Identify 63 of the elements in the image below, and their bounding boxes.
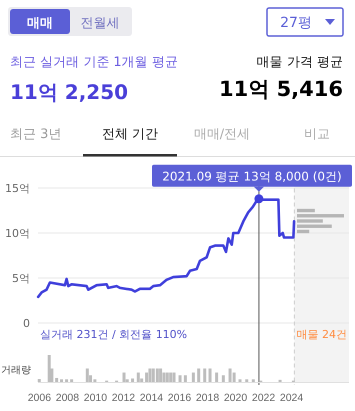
bar [203, 368, 206, 382]
bar [192, 372, 195, 382]
bar [48, 355, 51, 382]
bar [86, 368, 89, 382]
bar [245, 379, 248, 382]
text: 전체 기간 [102, 127, 158, 142]
bar [159, 368, 162, 382]
y-tick-label: 15억 [5, 182, 30, 195]
bar [232, 372, 236, 382]
bar [169, 372, 172, 382]
y-tick-label: 5억 [12, 272, 30, 285]
bar [197, 368, 200, 382]
bar [172, 372, 176, 382]
bar [131, 378, 134, 382]
x-tick-label: 2012 [112, 392, 136, 404]
text: 매물 24건 [296, 328, 347, 341]
y-axis-title: 거래량 [1, 365, 31, 376]
x-tick-label: 2024 [280, 392, 304, 404]
x-tick-label: 2006 [28, 392, 52, 404]
x-tick-label: 2014 [140, 392, 164, 404]
text: 실거래 231건 / 회전율 110% [40, 328, 188, 341]
text: 전월세 [80, 16, 120, 31]
bar [145, 372, 148, 382]
text: 최근 3년 [10, 127, 62, 142]
bar [184, 375, 187, 382]
bar [70, 379, 74, 382]
text: 27평 [280, 15, 312, 31]
text: 11억 5,416 [219, 77, 343, 101]
bar [136, 372, 140, 382]
text: 매매/전세 [194, 127, 250, 142]
bar [65, 379, 68, 382]
bar [228, 368, 232, 382]
y-tick-label: 0 [23, 317, 30, 330]
y-tick-label: 10억 [5, 227, 30, 240]
bar [38, 379, 41, 382]
x-tick-label: 2020 [224, 392, 248, 404]
bar [238, 379, 242, 382]
text: 11억 2,250 [10, 80, 128, 104]
bar [122, 372, 126, 382]
x-tick-label: 2010 [84, 392, 108, 404]
bar [93, 379, 96, 382]
bar [297, 224, 332, 228]
bar [178, 375, 182, 382]
bar [166, 372, 169, 382]
text: 비교 [304, 127, 330, 142]
bar [215, 372, 218, 382]
bar [208, 368, 212, 382]
bar [156, 368, 159, 382]
text: 매물 가격 평균 [256, 55, 343, 70]
bar [252, 379, 255, 382]
bar [222, 375, 225, 382]
bar [148, 368, 152, 382]
bar [60, 379, 64, 382]
annotation: 2021.09 평균 13억 8,000 (0건) [162, 169, 342, 184]
bar [297, 214, 344, 218]
text: 최근 실거래 기준 1개월 평균 [10, 55, 178, 70]
x-tick-label: 2008 [56, 392, 80, 404]
x-tick-label: 2018 [196, 392, 220, 404]
bar [152, 368, 155, 382]
text: 매매 [27, 16, 53, 31]
x-tick-label: 2016 [168, 392, 192, 404]
bar [162, 372, 166, 382]
x-tick-label: 2022 [252, 392, 276, 404]
